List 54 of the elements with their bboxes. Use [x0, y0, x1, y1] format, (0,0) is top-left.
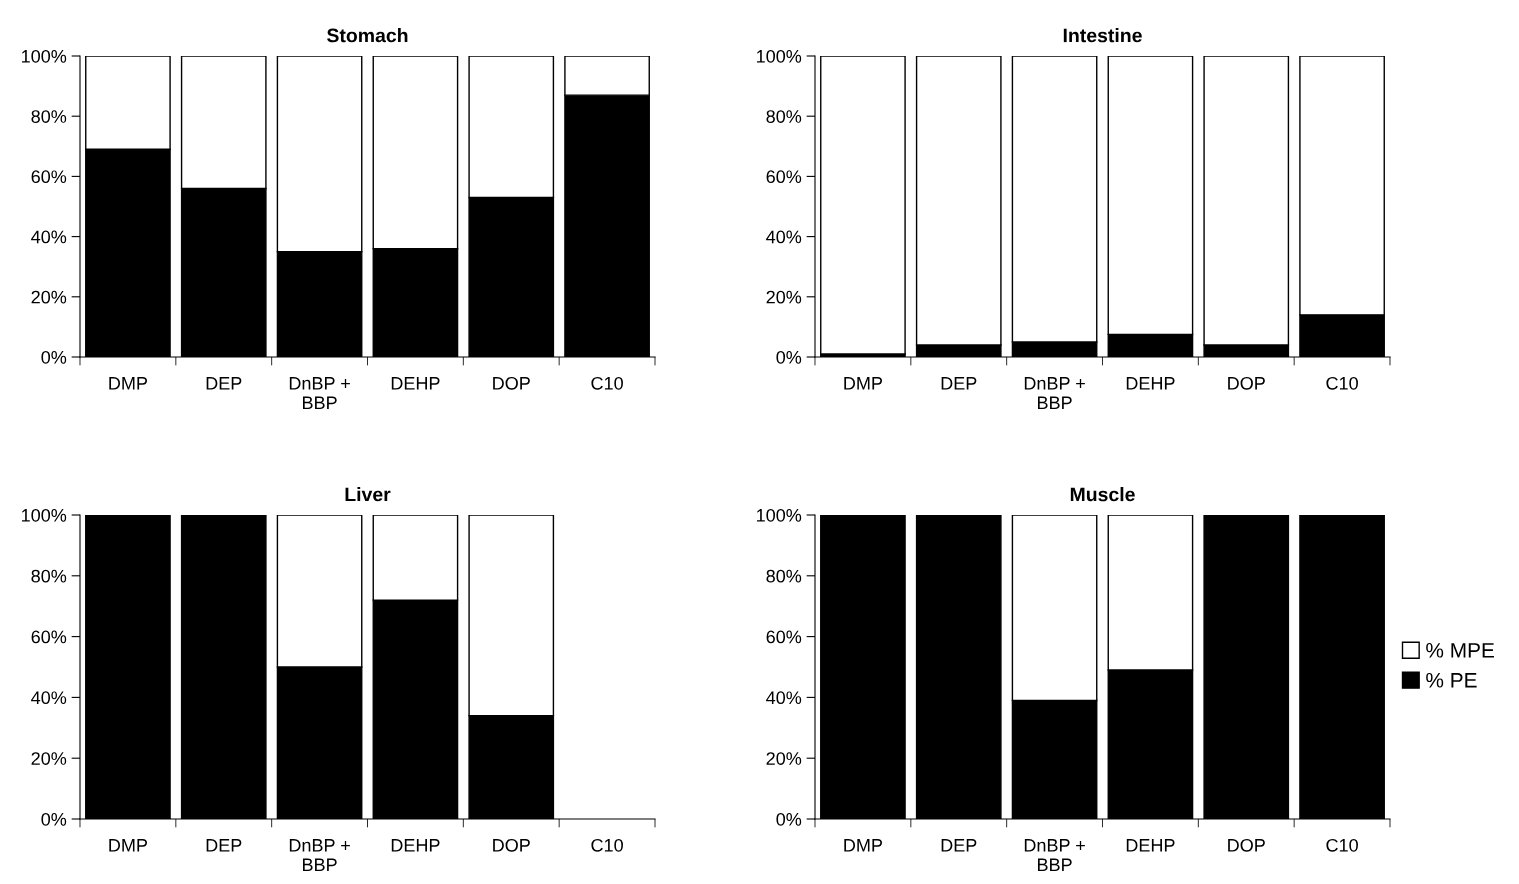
x-tick-label: DOP	[1228, 376, 1265, 390]
x-tick-label: C10	[591, 838, 623, 852]
x-tick-label: DMP	[844, 839, 883, 852]
y-tick-label: 80%	[31, 110, 67, 123]
chart-title: Liver	[345, 487, 391, 502]
y-tick-label: 100%	[757, 508, 802, 522]
x-tick-label: DMP	[109, 377, 148, 390]
y-tick-label: 80%	[766, 110, 802, 123]
x-tick-label: DEP	[941, 377, 977, 390]
x-tick-label: DEHP	[1126, 839, 1175, 852]
x-tick-label: DOP	[1228, 838, 1265, 852]
y-tick-label: 20%	[766, 290, 802, 304]
x-tick-label: DOP	[493, 376, 530, 390]
y-tick-label: 100%	[22, 49, 67, 63]
x-tick-label: DnBP + BBP	[1024, 377, 1085, 409]
x-tick-label: DEP	[206, 377, 242, 390]
y-tick-label: 40%	[766, 691, 802, 705]
y-tick-label: 80%	[31, 569, 67, 583]
y-tick-label: 0%	[41, 350, 67, 364]
x-tick-label: DnBP + BBP	[1024, 839, 1085, 871]
x-tick-label: C10	[591, 376, 623, 390]
y-tick-label: 40%	[31, 230, 67, 244]
y-tick-label: 0%	[41, 812, 67, 826]
x-tick-label: DnBP + BBP	[289, 377, 350, 409]
x-tick-label: C10	[1326, 376, 1358, 390]
x-tick-label: DMP	[844, 377, 883, 390]
x-tick-label: DEP	[206, 839, 242, 852]
chart-title: Intestine	[1063, 28, 1142, 43]
y-tick-label: 60%	[31, 170, 67, 184]
x-tick-label: DMP	[109, 839, 148, 852]
x-tick-label: DEHP	[1126, 377, 1175, 390]
y-tick-label: 20%	[31, 752, 67, 765]
y-tick-label: 40%	[766, 230, 802, 244]
y-tick-label: 0%	[776, 350, 802, 364]
y-tick-label: 100%	[757, 49, 802, 63]
x-tick-label: DnBP + BBP	[289, 839, 350, 871]
chart-title: Stomach	[327, 28, 408, 43]
legend-label: % PE	[1426, 672, 1477, 688]
y-tick-label: 80%	[766, 569, 802, 583]
y-tick-label: 100%	[22, 508, 67, 522]
x-tick-label: C10	[1326, 838, 1358, 852]
chart-title: Muscle	[1070, 487, 1135, 502]
y-tick-label: 0%	[776, 812, 802, 826]
x-tick-label: DEHP	[391, 839, 440, 852]
y-tick-label: 20%	[31, 290, 67, 304]
x-tick-label: DEHP	[391, 377, 440, 390]
y-tick-label: 40%	[31, 691, 67, 705]
y-tick-label: 60%	[766, 170, 802, 184]
y-tick-label: 20%	[766, 752, 802, 765]
x-tick-label: DOP	[493, 838, 530, 852]
legend-label: % MPE	[1426, 643, 1494, 658]
y-tick-label: 60%	[31, 630, 67, 644]
y-tick-label: 60%	[766, 630, 802, 644]
x-tick-label: DEP	[941, 839, 977, 852]
